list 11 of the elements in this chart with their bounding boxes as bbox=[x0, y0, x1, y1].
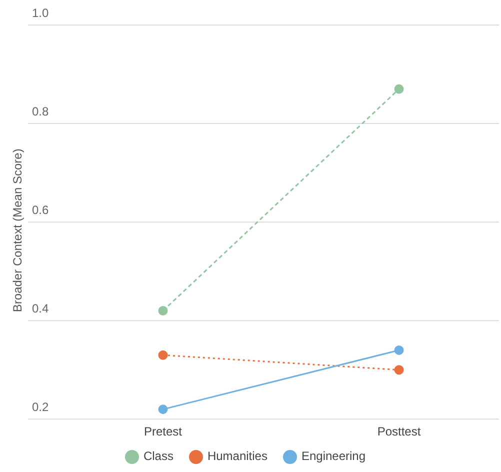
y-tick-label: 0.4 bbox=[32, 302, 50, 316]
y-tick-label: 0.8 bbox=[32, 104, 50, 119]
legend-label: Class bbox=[143, 449, 174, 464]
y-tick-label: 0.6 bbox=[32, 203, 50, 218]
x-tick-label: Posttest bbox=[377, 424, 422, 439]
y-axis-title: Broader Context (Mean Score) bbox=[10, 148, 24, 312]
legend-label: Engineering bbox=[301, 449, 366, 464]
y-tick-label: 1.0 bbox=[32, 6, 50, 20]
x-tick-label: Pretest bbox=[144, 424, 183, 439]
y-tick-label: 0.2 bbox=[32, 400, 50, 414]
legend-label: Humanities bbox=[207, 449, 268, 464]
